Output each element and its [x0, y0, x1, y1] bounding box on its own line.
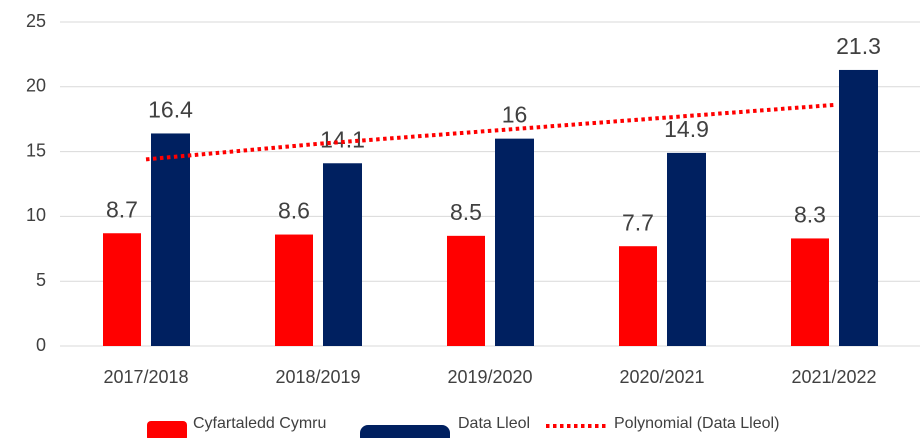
- data-label: 21.3: [836, 33, 881, 59]
- y-tick-label: 10: [26, 205, 46, 225]
- data-label: 14.9: [664, 116, 709, 142]
- bar: [151, 133, 190, 346]
- y-tick-label: 15: [26, 140, 46, 160]
- y-tick-label: 20: [26, 76, 46, 96]
- y-tick-label: 25: [26, 11, 46, 31]
- legend-swatch: [147, 421, 187, 438]
- data-label: 7.7: [622, 209, 654, 235]
- x-tick-label: 2018/2019: [275, 367, 360, 387]
- bar: [103, 233, 141, 346]
- x-tick-label: 2020/2021: [619, 367, 704, 387]
- bar: [275, 234, 313, 346]
- data-label: 16.4: [148, 97, 193, 123]
- bar: [495, 138, 534, 346]
- y-tick-label: 5: [36, 270, 46, 290]
- legend-swatch: [360, 425, 450, 438]
- legend-label: Cyfartaledd Cymru: [193, 415, 326, 432]
- data-label: 8.6: [278, 198, 310, 224]
- bar: [323, 163, 362, 346]
- data-label: 8.3: [794, 202, 826, 228]
- data-label: 8.7: [106, 196, 138, 222]
- bar: [619, 246, 657, 346]
- legend-label: Polynomial (Data Lleol): [614, 415, 779, 432]
- bar: [839, 69, 878, 347]
- trendline: [145, 102, 835, 162]
- bar: [667, 152, 706, 346]
- data-label: 16: [502, 102, 528, 128]
- bar: [447, 235, 485, 346]
- data-label: 8.5: [450, 199, 482, 225]
- y-tick-label: 0: [36, 335, 46, 355]
- x-tick-label: 2017/2018: [103, 367, 188, 387]
- x-tick-label: 2019/2020: [447, 367, 532, 387]
- bar: [791, 238, 829, 346]
- x-tick-label: 2021/2022: [791, 367, 876, 387]
- legend-label: Data Lleol: [458, 415, 530, 432]
